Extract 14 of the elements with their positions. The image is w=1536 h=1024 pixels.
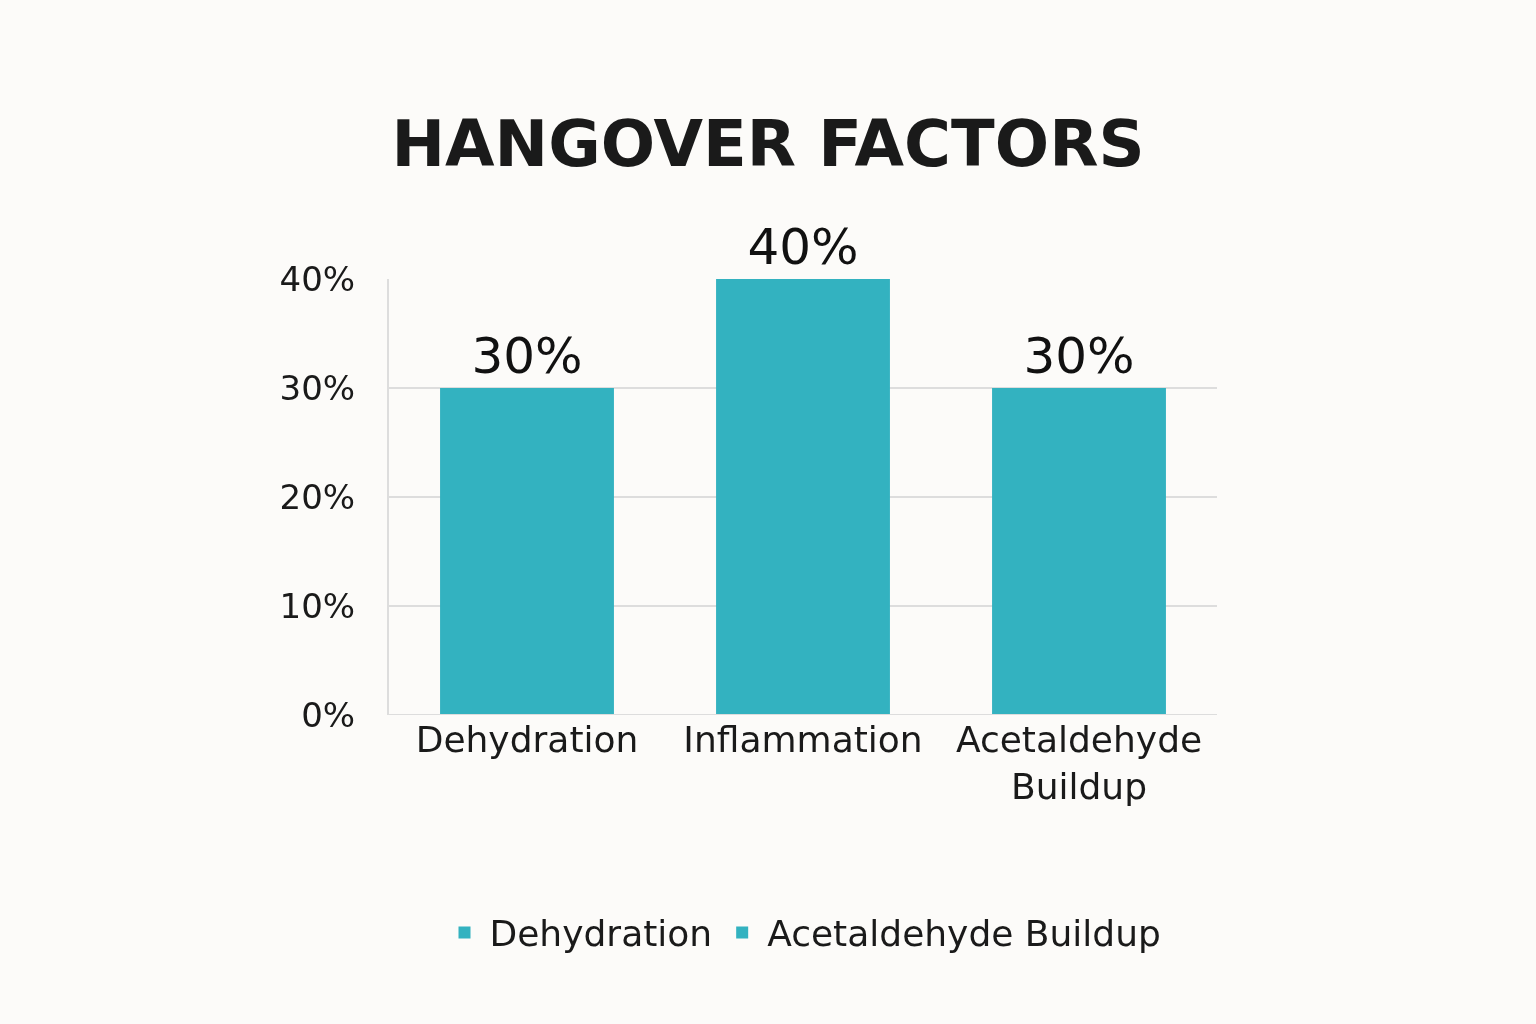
legend-label: Dehydration	[489, 913, 713, 955]
y-tick-label: 0%	[301, 694, 356, 735]
x-tick-label: Dehydration	[415, 719, 639, 760]
data-label: 40%	[747, 218, 859, 276]
data-label: 30%	[471, 327, 583, 385]
y-tick-label: 20%	[279, 476, 356, 517]
y-tick-label: 40%	[279, 258, 356, 299]
chart-title: HANGOVER FACTORS	[391, 106, 1145, 181]
x-tick-label: Inflammation	[683, 719, 923, 760]
y-tick-label: 30%	[279, 367, 356, 408]
y-tick-label: 10%	[279, 585, 356, 626]
data-label: 30%	[1023, 327, 1135, 385]
legend-label: Acetaldehyde Buildup	[767, 913, 1161, 955]
x-tick-label: Acetaldehyde Buildup	[955, 719, 1203, 807]
